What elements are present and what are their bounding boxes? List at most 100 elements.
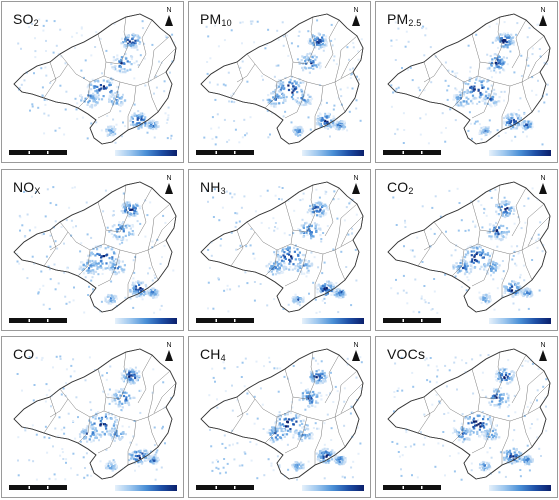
emission-cell bbox=[527, 126, 530, 129]
emission-cell bbox=[529, 427, 532, 430]
emission-cell bbox=[484, 101, 487, 104]
city-boundary bbox=[423, 63, 443, 83]
emission-cell bbox=[130, 57, 133, 60]
emission-cell bbox=[104, 189, 107, 192]
emission-cell bbox=[118, 265, 121, 268]
emission-cell bbox=[226, 288, 229, 291]
emission-cell bbox=[515, 113, 518, 116]
emission-cell bbox=[100, 266, 103, 269]
emission-cell bbox=[276, 271, 280, 274]
emission-cell bbox=[75, 32, 78, 35]
province-outline bbox=[387, 13, 551, 145]
emission-cell bbox=[128, 212, 131, 215]
emission-cell bbox=[112, 130, 115, 133]
emission-cell bbox=[342, 293, 345, 296]
emission-cell bbox=[495, 388, 498, 391]
city-boundary bbox=[59, 221, 91, 251]
emission-cell bbox=[317, 63, 320, 66]
emission-cell bbox=[443, 413, 446, 415]
emission-cell bbox=[143, 292, 146, 295]
emission-cell bbox=[301, 55, 304, 58]
emission-cell bbox=[492, 260, 495, 263]
emission-cell bbox=[350, 405, 353, 408]
emission-cell bbox=[324, 302, 326, 304]
emission-cell bbox=[213, 188, 216, 191]
emission-cell bbox=[107, 411, 110, 414]
emission-cell bbox=[314, 46, 317, 49]
emission-cell bbox=[323, 378, 326, 382]
emission-cell bbox=[118, 97, 121, 100]
emission-cell bbox=[321, 453, 324, 456]
emission-cell bbox=[278, 102, 281, 105]
emission-cell bbox=[100, 98, 104, 101]
emission-cell bbox=[463, 264, 466, 267]
emission-cell bbox=[490, 433, 494, 436]
emission-cell bbox=[503, 368, 506, 371]
emission-cell bbox=[206, 61, 209, 63]
emission-cell bbox=[296, 133, 299, 136]
emission-cell bbox=[392, 196, 395, 199]
emission-cell bbox=[131, 117, 134, 120]
emission-cell bbox=[466, 437, 469, 440]
emission-cell bbox=[276, 93, 279, 96]
emission-cell bbox=[523, 124, 526, 127]
emission-cell bbox=[306, 229, 309, 232]
emission-cell bbox=[531, 53, 534, 56]
emission-cell bbox=[482, 415, 486, 418]
emission-cell bbox=[469, 264, 472, 268]
emission-cell bbox=[143, 113, 146, 116]
emission-cell bbox=[531, 89, 533, 92]
emission-cell bbox=[342, 457, 345, 460]
emission-cell bbox=[120, 267, 123, 271]
emission-cell bbox=[300, 131, 304, 134]
emission-cell bbox=[272, 428, 275, 431]
emission-cell bbox=[308, 228, 311, 231]
emission-cell bbox=[269, 439, 272, 442]
emission-cell bbox=[431, 206, 434, 209]
emission-cell bbox=[231, 196, 234, 199]
emission-cell bbox=[121, 237, 124, 240]
emission-cell bbox=[297, 134, 299, 137]
emission-cell bbox=[453, 361, 456, 364]
emission-cell bbox=[300, 231, 303, 234]
emission-cell bbox=[116, 259, 119, 262]
emission-cell bbox=[541, 250, 544, 253]
emission-cell bbox=[26, 213, 29, 216]
emission-cell bbox=[71, 35, 74, 38]
emission-cell bbox=[128, 394, 131, 397]
emission-cell bbox=[453, 94, 456, 97]
emission-cell bbox=[463, 429, 466, 432]
city-boundary bbox=[121, 16, 129, 61]
emission-cell bbox=[456, 434, 459, 437]
emission-cell bbox=[224, 84, 227, 87]
emission-cell bbox=[504, 373, 508, 376]
emission-cell bbox=[504, 43, 507, 46]
emission-cell bbox=[310, 224, 313, 227]
emission-cell bbox=[90, 251, 93, 254]
emission-cell bbox=[113, 272, 116, 276]
emission-cell bbox=[474, 225, 477, 228]
emission-cell bbox=[512, 447, 515, 450]
emission-cell bbox=[210, 254, 213, 257]
emission-cell bbox=[337, 296, 341, 299]
emission-cell bbox=[272, 96, 275, 99]
emission-cell bbox=[115, 235, 118, 238]
emission-cell bbox=[321, 287, 324, 290]
emission-cell bbox=[505, 200, 508, 203]
emission-cell bbox=[88, 259, 91, 263]
emission-cell bbox=[498, 238, 501, 241]
emission-cell bbox=[278, 272, 281, 275]
color-ramp-legend bbox=[115, 318, 177, 324]
emission-cell bbox=[129, 297, 132, 300]
emission-cell bbox=[74, 437, 77, 440]
emission-cell bbox=[420, 431, 422, 434]
emission-cell bbox=[137, 460, 140, 464]
province-map bbox=[387, 13, 551, 146]
emission-cell bbox=[133, 451, 136, 454]
emission-cell bbox=[128, 201, 131, 204]
emission-cell bbox=[277, 425, 280, 428]
emission-cell bbox=[91, 105, 94, 108]
province-map bbox=[200, 181, 364, 314]
emission-cell bbox=[330, 439, 333, 441]
emission-cell bbox=[292, 365, 295, 367]
